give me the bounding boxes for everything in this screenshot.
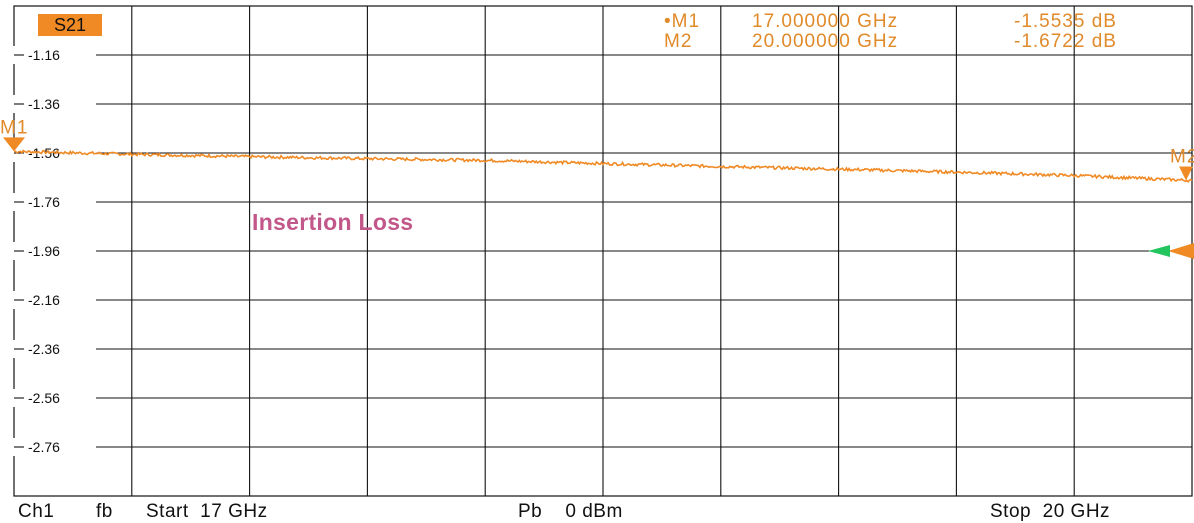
y-tick-bg [8,438,96,456]
readout-marker-frequency: 17.000000 GHz [752,11,898,32]
y-tick-bg [8,389,96,407]
insertion-loss-annotation: Insertion Loss [252,209,414,235]
y-tick-label: -2.76 [28,439,60,455]
y-tick-bg [8,340,96,358]
marker-group[interactable]: M1 M2 [0,117,1194,181]
y-tick-bg [8,46,96,64]
s21-trace-line [13,149,1193,184]
y-tick-label: -1.56 [28,145,60,161]
footer-channel: Ch1 [18,501,55,522]
readout-marker-value: -1.5535 dB [1014,11,1117,32]
marker-m1-triangle[interactable] [3,137,25,152]
footer-start: Start 17 GHz [146,501,268,522]
marker-m1-label: M1 [0,117,28,138]
marker-m2-label: M2 [1170,146,1194,167]
reference-line-marker[interactable] [1148,245,1170,257]
marker-readout: •M1 17.000000 GHz -1.5535 dB M2 20.000000 GH… [664,11,1117,52]
marker-m2-triangle[interactable] [1179,166,1193,181]
y-tick-labels: -1.16 -1.36 -1.56 -1.76 -1.96 -2.16 -2.36 -2.56… [8,46,96,456]
y-tick-label: -1.76 [28,194,60,210]
reference-level-arrow[interactable] [1168,243,1194,259]
y-tick-bg [8,95,96,113]
y-tick-bg [8,242,96,260]
y-tick-label: -2.16 [28,292,60,308]
y-tick-bg [8,193,96,211]
y-tick-label: -1.96 [28,243,60,259]
y-tick-label: -2.56 [28,390,60,406]
readout-marker-name: M2 [664,31,692,52]
footer-mode: fb [96,501,113,522]
y-tick-label: -1.16 [28,47,60,63]
y-tick-label: -2.36 [28,341,60,357]
footer-power: Pb 0 dBm [518,501,623,522]
trace-label-badge[interactable]: S21 [38,14,102,36]
chart-grid [13,5,1193,497]
readout-marker-frequency: 20.000000 GHz [752,31,898,52]
y-tick-bg [8,291,96,309]
readout-marker-name: •M1 [664,11,700,32]
readout-marker-value: -1.6722 dB [1014,31,1117,52]
y-tick-label: -1.36 [28,96,60,112]
footer-stop: Stop 20 GHz [990,501,1111,522]
